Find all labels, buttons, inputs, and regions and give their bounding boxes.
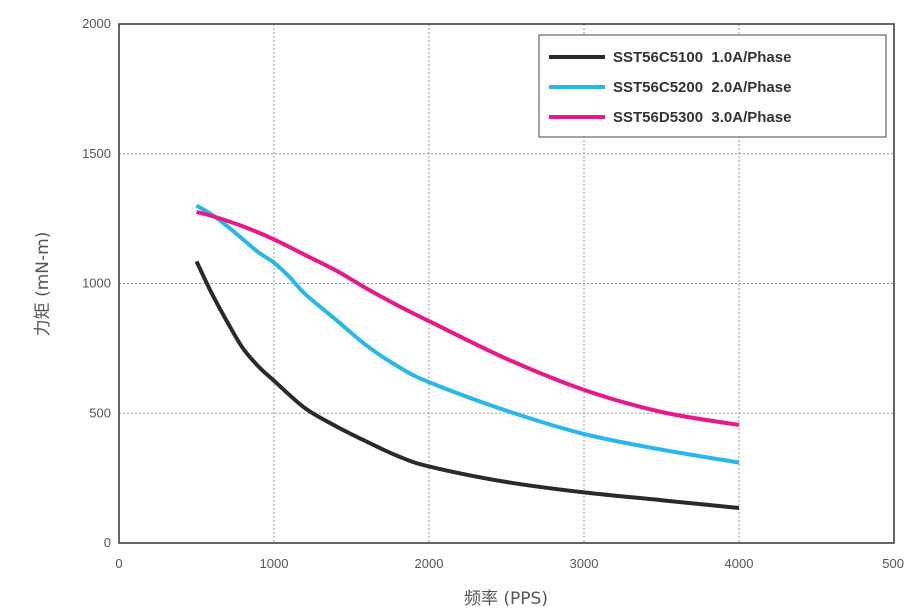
series-line-2 — [195, 203, 740, 465]
y-tick-label: 0 — [104, 535, 111, 550]
series-line-3 — [195, 210, 740, 427]
y-tick-label: 1000 — [82, 276, 111, 291]
legend-label-2: SST56C5200 2.0A/Phase — [613, 79, 791, 96]
grid-lines — [119, 24, 894, 543]
x-tick-label: 1000 — [260, 556, 289, 571]
legend-label-3: SST56D5300 3.0A/Phase — [613, 109, 791, 126]
x-axis-ticks: 0 1000 2000 3000 4000 500 — [115, 556, 904, 571]
x-tick-label: 4000 — [725, 556, 754, 571]
series-lines — [194, 203, 740, 510]
y-tick-label: 500 — [89, 405, 111, 420]
legend-label-1: SST56C5100 1.0A/Phase — [613, 49, 791, 66]
plot-frame — [118, 23, 895, 544]
y-tick-label: 1500 — [82, 146, 111, 161]
y-axis-label: 力矩 (mN-m) — [33, 232, 53, 337]
y-axis-ticks: 0 500 1000 1500 2000 — [82, 16, 111, 550]
legend: SST56C5100 1.0A/Phase SST56C5200 2.0A/Pha… — [538, 34, 887, 138]
x-tick-label: 3000 — [570, 556, 599, 571]
series-line-1 — [194, 260, 740, 510]
x-tick-label: 500 — [882, 556, 904, 571]
x-tick-label: 0 — [115, 556, 122, 571]
y-tick-label: 2000 — [82, 16, 111, 31]
x-tick-label: 2000 — [415, 556, 444, 571]
x-axis-label: 频率 (PPS) — [464, 589, 548, 609]
